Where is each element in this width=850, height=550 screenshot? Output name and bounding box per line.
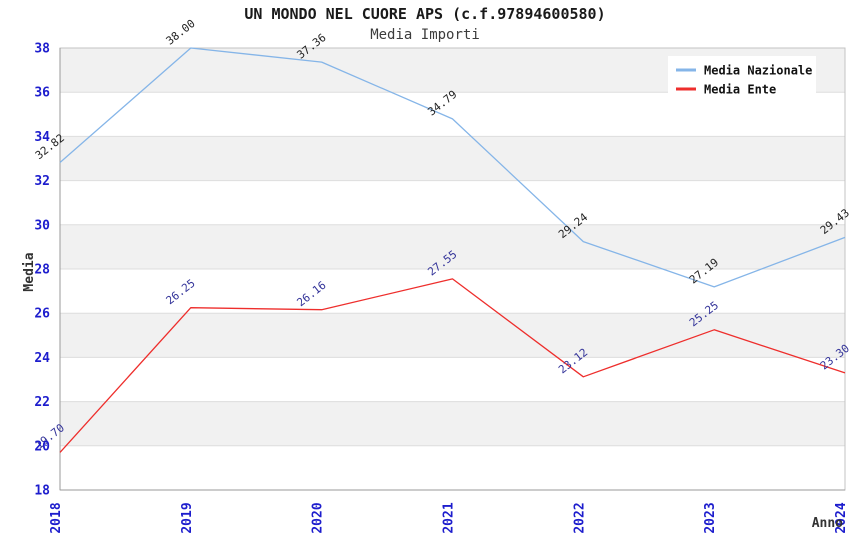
- y-tick-label: 32: [34, 174, 50, 189]
- chart-title: UN MONDO NEL CUORE APS (c.f.97894600580): [244, 5, 605, 23]
- point-label: 26.25: [164, 277, 198, 308]
- x-tick-label: 2019: [180, 502, 195, 533]
- y-tick-label: 34: [34, 130, 50, 145]
- y-tick-label: 20: [34, 439, 50, 454]
- y-tick-label: 28: [34, 263, 50, 278]
- y-axis-title: Media: [22, 252, 37, 291]
- plot-border: [59, 47, 846, 491]
- y-tick-label: 26: [34, 307, 50, 322]
- plot-bands: [60, 48, 845, 446]
- y-tick-label: 24: [34, 351, 50, 366]
- plot-band: [60, 136, 845, 181]
- series-lines: [59, 47, 846, 453]
- x-tick-label: 2020: [311, 502, 326, 533]
- x-axis-title: Anno: [812, 516, 843, 531]
- plot-band: [60, 313, 845, 358]
- series-line-media-nazionale: [59, 47, 846, 288]
- point-label: 26.16: [294, 279, 328, 310]
- y-tick-label: 18: [34, 484, 50, 499]
- chart-subtitle: Media Importi: [370, 27, 480, 43]
- legend-item-label: Media Ente: [704, 83, 776, 97]
- legend: Media Nazionale Media Ente: [668, 56, 816, 97]
- x-tick-label: 2021: [442, 502, 457, 533]
- x-tick-label: 2022: [572, 502, 587, 533]
- x-tick-label: 2018: [49, 502, 64, 533]
- y-tick-label: 38: [34, 42, 50, 57]
- y-tick-label: 36: [34, 86, 50, 101]
- point-label: 38.00: [164, 17, 198, 48]
- x-tick-label: 2024: [834, 502, 849, 533]
- legend-item-label: Media Nazionale: [704, 64, 812, 78]
- plot-band: [60, 401, 845, 446]
- series-line-media-ente: [59, 278, 846, 453]
- y-tick-label: 30: [34, 218, 50, 233]
- y-tick-label: 22: [34, 395, 50, 410]
- x-tick-label: 2023: [703, 502, 718, 533]
- plot-band: [60, 224, 845, 269]
